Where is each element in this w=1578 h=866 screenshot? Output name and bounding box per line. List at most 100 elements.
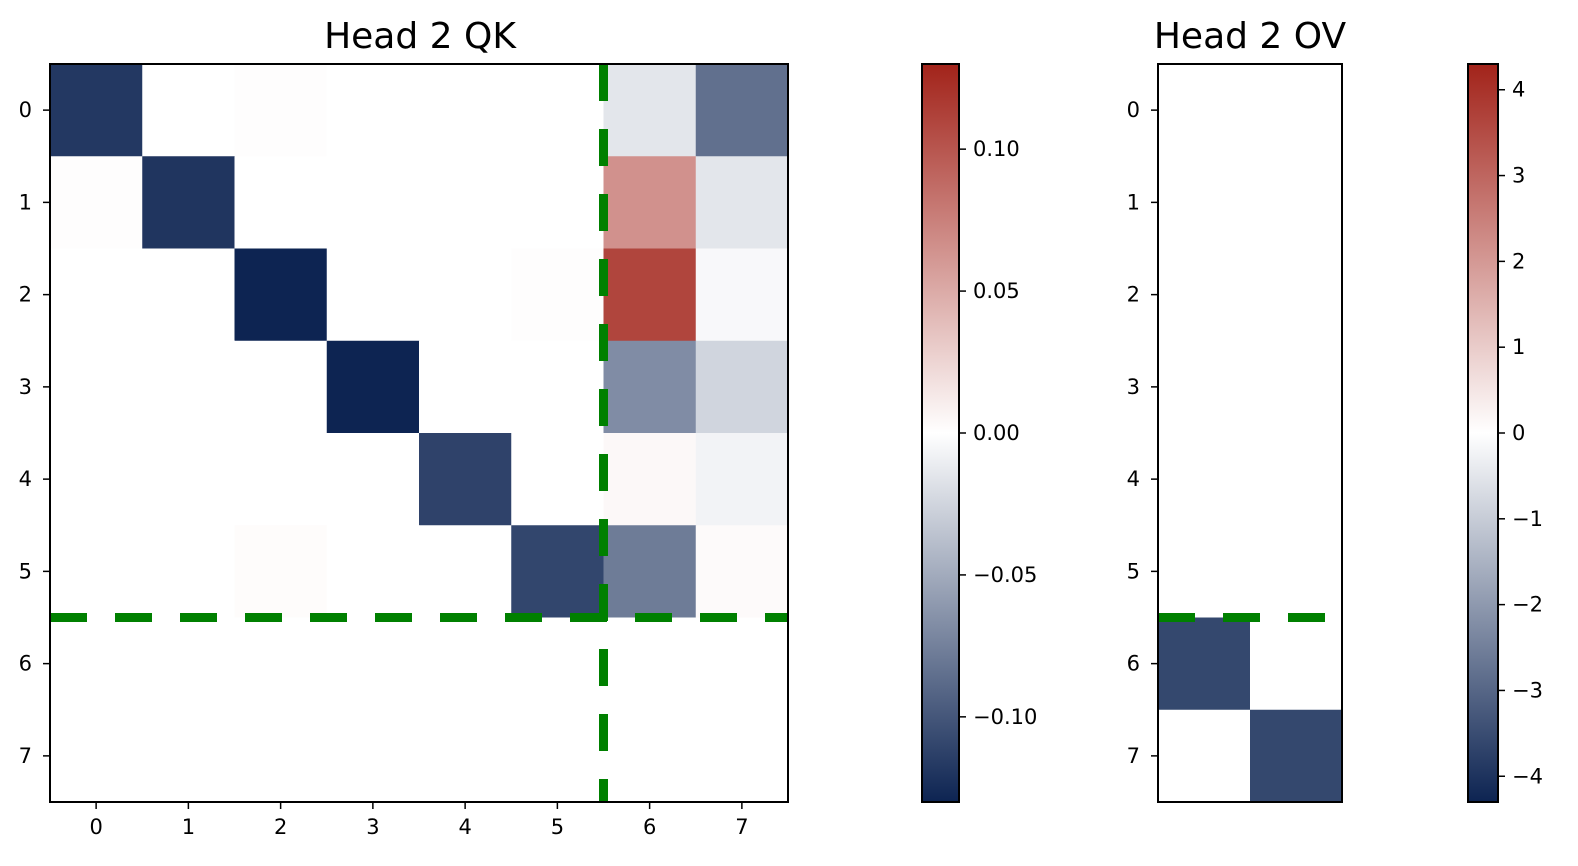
qk-cell-r2-c7 [695,248,789,342]
qk-ytick-label: 2 [19,283,32,307]
qk-cell-r7-c0 [50,709,143,803]
ov-cell-r1-c1 [1250,156,1343,249]
qk-cell-r6-c1 [142,617,235,711]
qk-cell-r5-c3 [326,525,420,618]
qk-cell-r3-c7 [695,340,789,434]
qk-cell-r3-c6 [603,340,697,434]
ov-cell-r7-c1 [1250,709,1343,803]
qk-ytick-label: 0 [19,98,32,122]
qk-xtick-label: 2 [274,815,287,839]
qk-colorbar: 0.10 0.05 0.00 −0.05 −0.10 [921,63,1037,803]
qk-cell-r3-c3 [326,340,420,434]
qk-cell-r4-c6 [603,433,697,526]
qk-cell-r4-c0 [50,433,143,526]
ov-cell-r5-c1 [1250,525,1343,618]
qk-cell-r5-c7 [695,525,789,618]
qk-colorbar-ticks: 0.10 0.05 0.00 −0.05 −0.10 [959,137,1037,729]
ov-ytick-label: 2 [1127,283,1140,307]
qk-title: Head 2 QK [324,16,517,57]
qk-cell-r7-c1 [142,709,235,803]
qk-cell-r6-c7 [695,617,789,711]
qk-cell-r4-c7 [695,433,789,526]
qk-cell-r2-c5 [511,248,604,342]
qk-cell-r6-c0 [50,617,143,711]
qk-cell-r1-c2 [234,156,328,249]
qk-cell-r3-c2 [234,340,328,434]
ov-axes-frame [1157,63,1343,803]
qk-cell-r7-c2 [234,709,328,803]
qk-cell-r2-c0 [50,248,143,342]
qk-cell-r4-c4 [419,433,512,526]
qk-cell-r7-c4 [419,709,512,803]
qk-xtick-label: 5 [551,815,564,839]
qk-cell-r0-c5 [511,64,604,157]
qk-xtick-label: 6 [643,815,656,839]
qk-cell-r0-c0 [50,64,143,157]
ov-ytick-label: 3 [1127,375,1140,399]
ov-cell-r6-c1 [1250,617,1343,711]
qk-cell-r4-c2 [234,433,328,526]
ov-cell-r2-c1 [1250,248,1343,342]
ov-cell-r3-c1 [1250,340,1343,434]
ov-colorbar-gradient [1468,64,1498,802]
qk-xtick-label: 7 [735,815,748,839]
qk-cell-r5-c1 [142,525,235,618]
qk-ytick-label: 5 [19,559,32,583]
ov-cell-r4-c0 [1158,433,1251,526]
qk-cell-r6-c4 [419,617,512,711]
qk-cell-r2-c4 [419,248,512,342]
qk-cells [50,64,789,803]
ov-cell-r7-c0 [1158,709,1251,803]
qk-cell-r2-c2 [234,248,328,342]
qk-ytick-label: 6 [19,652,32,676]
qk-cell-r1-c0 [50,156,143,249]
qk-cell-r7-c6 [603,709,697,803]
qk-x-ticks: 0 1 2 3 4 5 6 7 [89,802,749,839]
qk-cell-r6-c6 [603,617,697,711]
ov-cell-r6-c0 [1158,617,1251,711]
qk-cell-r0-c2 [234,64,328,157]
qk-colorbar-tick-label: −0.05 [973,563,1037,587]
ov-cell-r4-c1 [1250,433,1343,526]
ov-ytick-label: 7 [1127,744,1140,768]
ov-colorbar-tick-label: −1 [1512,507,1543,531]
qk-cell-r5-c0 [50,525,143,618]
qk-cell-r1-c4 [419,156,512,249]
qk-xtick-label: 1 [182,815,195,839]
qk-cell-r0-c3 [326,64,420,157]
qk-cell-r6-c3 [326,617,420,711]
ov-ytick-label: 6 [1127,652,1140,676]
qk-colorbar-tick-label: 0.05 [973,279,1020,303]
qk-cell-r7-c3 [326,709,420,803]
qk-cell-r4-c1 [142,433,235,526]
qk-axes-frame [49,63,789,803]
qk-cell-r3-c4 [419,340,512,434]
qk-cell-r3-c0 [50,340,143,434]
qk-cell-r5-c6 [603,525,697,618]
qk-cell-r4-c5 [511,433,604,526]
ov-colorbar-tick-label: 1 [1512,335,1525,359]
qk-colorbar-tick-label: 0.00 [973,421,1020,445]
ov-cell-r5-c0 [1158,525,1251,618]
qk-cell-r2-c1 [142,248,235,342]
qk-cell-r1-c5 [511,156,604,249]
ov-colorbar-tick-label: −2 [1512,593,1543,617]
qk-cell-r1-c3 [326,156,420,249]
qk-ytick-label: 4 [19,467,32,491]
qk-ytick-label: 3 [19,375,32,399]
qk-cell-r5-c2 [234,525,328,618]
qk-ytick-label: 1 [19,190,32,214]
ov-y-ticks: 0 1 2 3 4 5 6 7 [1127,98,1158,768]
ov-ytick-label: 1 [1127,190,1140,214]
qk-cell-r5-c5 [511,525,604,618]
qk-cell-r6-c5 [511,617,604,711]
qk-cell-r2-c6 [603,248,697,342]
ov-ytick-label: 0 [1127,98,1140,122]
qk-cell-r7-c7 [695,709,789,803]
ov-colorbar-tick-label: 2 [1512,249,1525,273]
qk-cell-r0-c4 [419,64,512,157]
ov-cell-r1-c0 [1158,156,1251,249]
qk-xtick-label: 3 [366,815,379,839]
ov-ytick-label: 4 [1127,467,1140,491]
qk-ytick-label: 7 [19,744,32,768]
